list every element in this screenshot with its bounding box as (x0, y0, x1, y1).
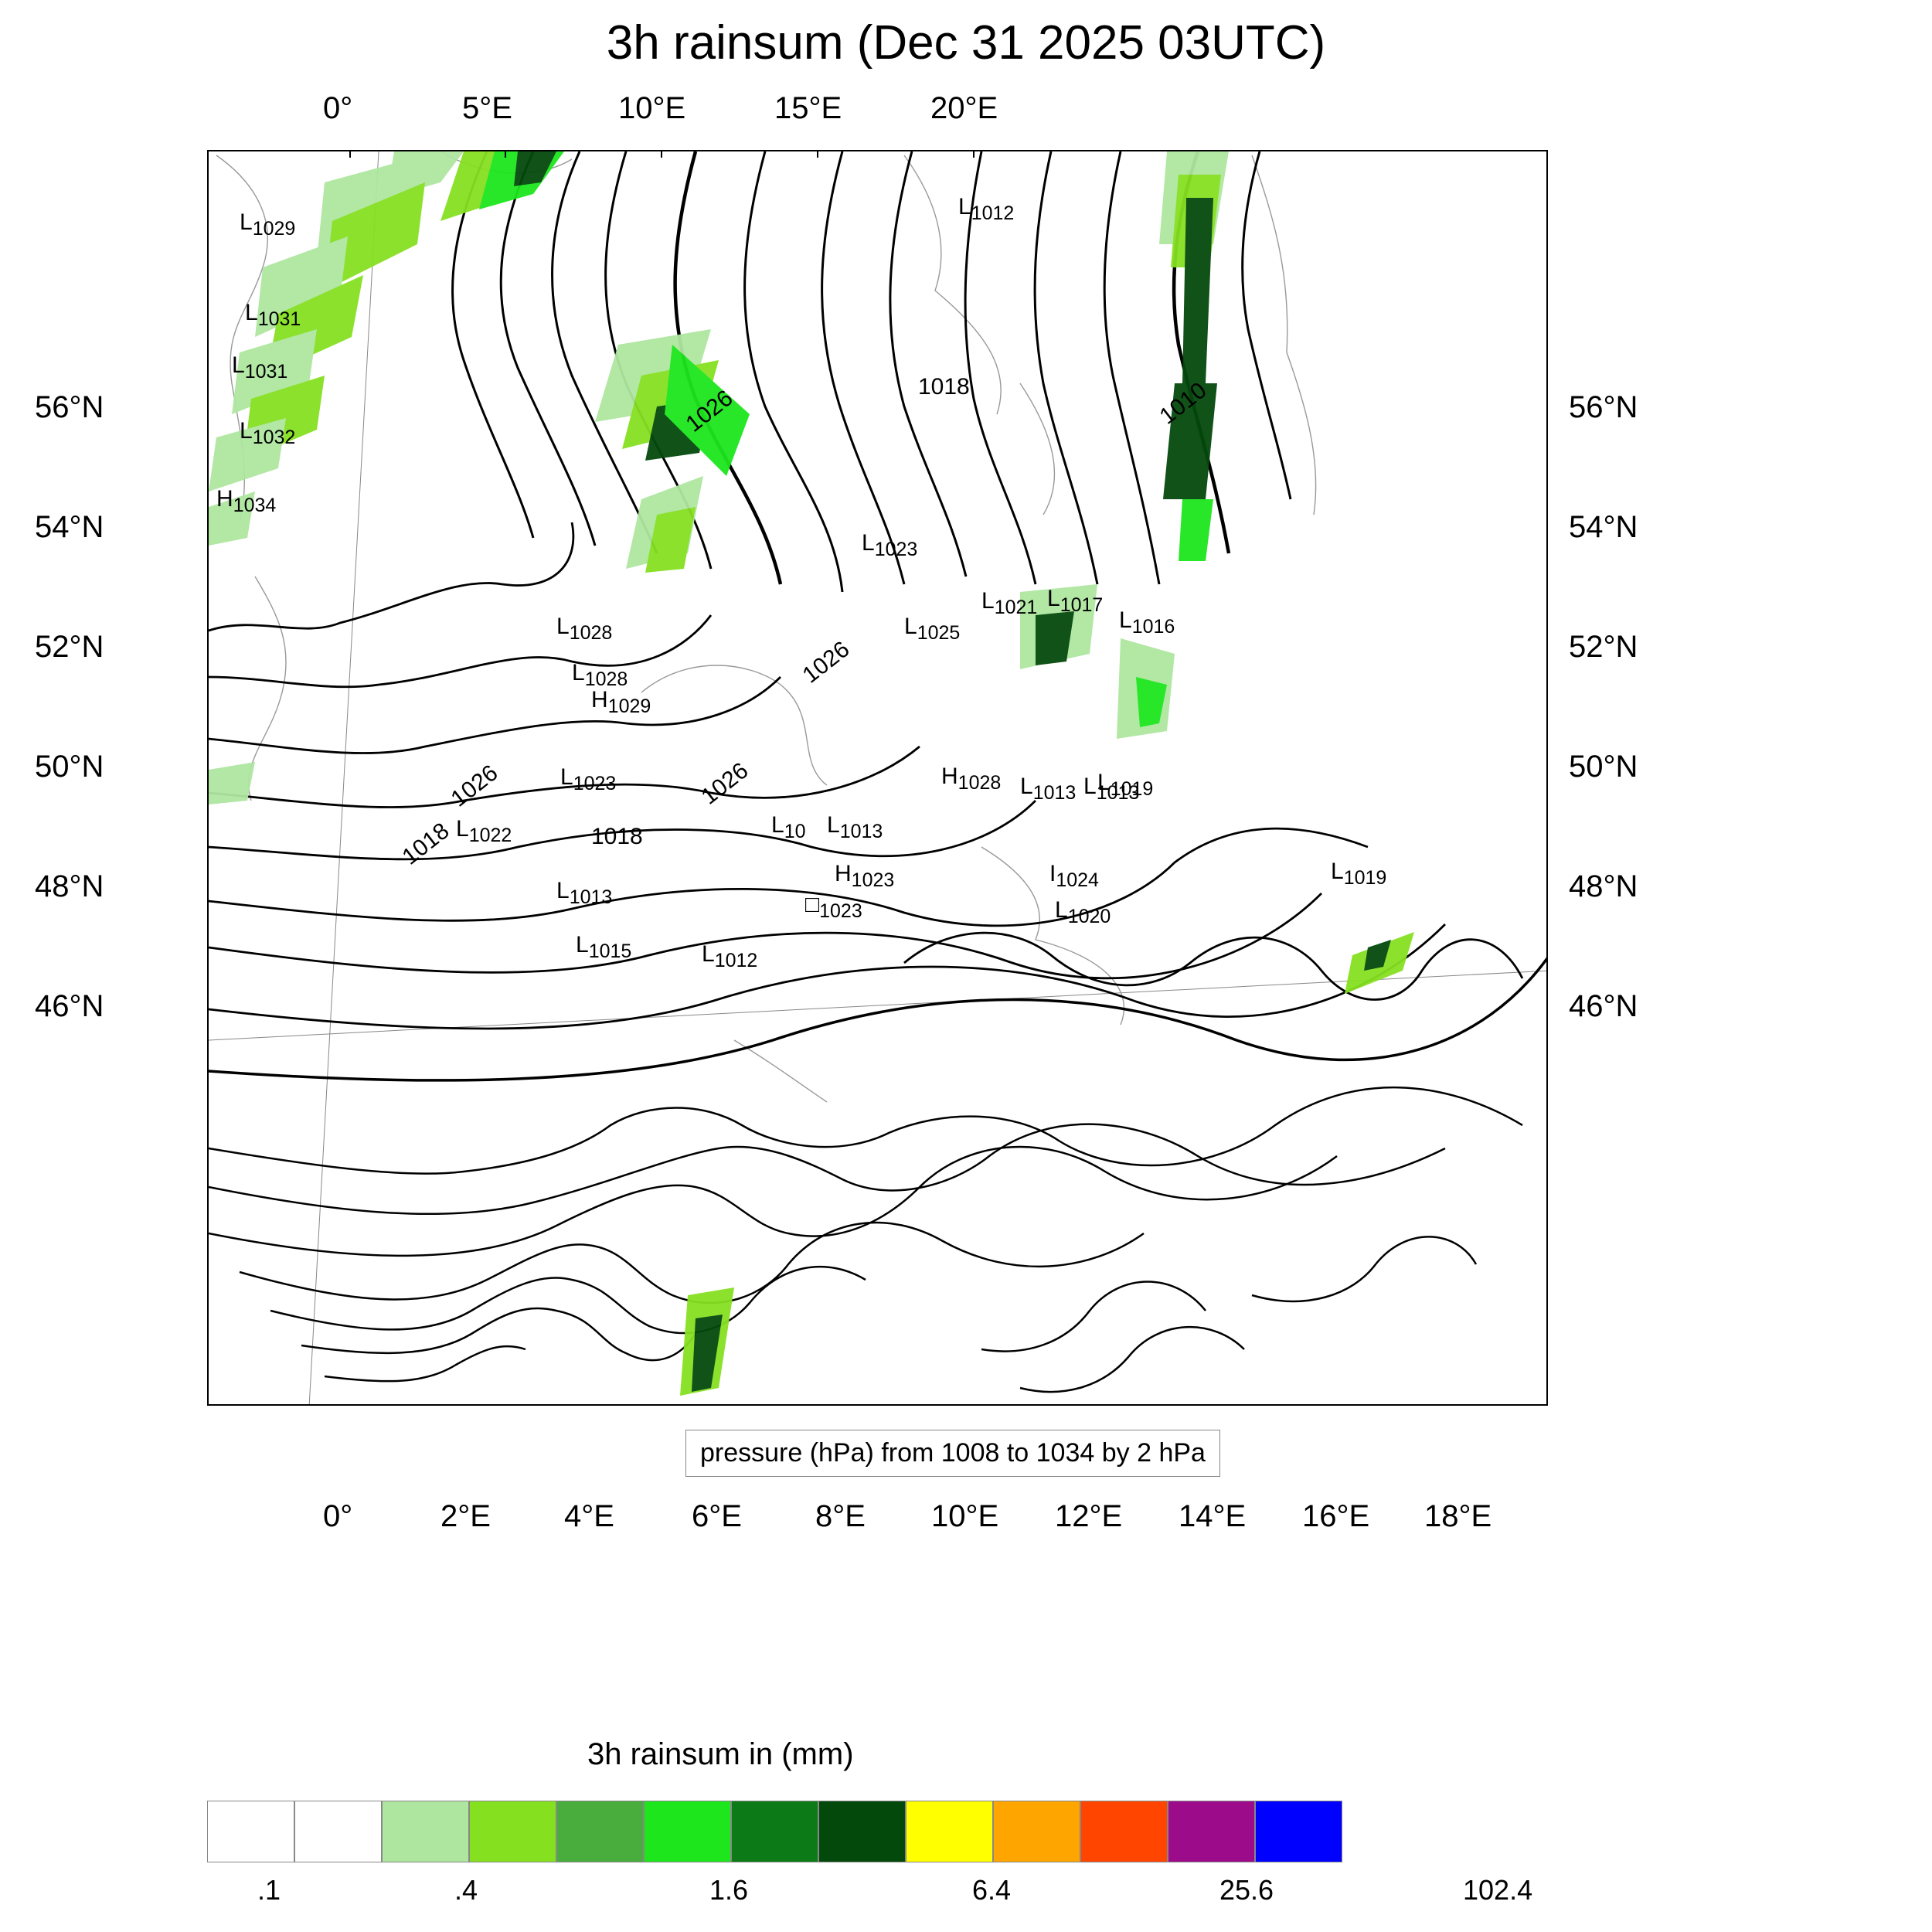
legend-title: 3h rainsum in (mm) (587, 1737, 854, 1772)
legend-cell-4 (556, 1801, 644, 1862)
isobar-contour (1104, 151, 1159, 584)
isobar-contour (890, 151, 966, 577)
graticule-line (209, 971, 1548, 1040)
isobar-contour (209, 893, 1321, 978)
page-title: 3h rainsum (Dec 31 2025 03UTC) (0, 15, 1932, 70)
coastline (1020, 383, 1054, 515)
coastline (734, 1040, 827, 1102)
isobar-contour (1243, 151, 1291, 499)
isobar-contour (209, 615, 711, 687)
legend-cell-12 (1255, 1801, 1342, 1862)
isobar-contour (1035, 151, 1097, 584)
precip-dot-adriatic (1345, 932, 1414, 994)
legend-color-scale (207, 1801, 1342, 1862)
map-svg (209, 151, 1548, 1406)
isobar-contour (822, 151, 904, 584)
legend-tick-labels: .1 .4 1.6 6.4 25.6 102.4 (207, 1874, 1413, 1905)
legend-cell-7 (818, 1801, 906, 1862)
coastline (1252, 155, 1316, 515)
isobar-contour (209, 522, 573, 631)
legend-cell-2 (382, 1801, 469, 1862)
isobar-contour (209, 1087, 1522, 1173)
isobar-contour (209, 1124, 1445, 1214)
isobar-contour (981, 1282, 1206, 1352)
isobar-contour (209, 828, 1368, 926)
legend-cell-0 (207, 1801, 294, 1862)
isobar-contour (209, 677, 781, 753)
legend-cell-6 (731, 1801, 818, 1862)
pressure-caption-box: pressure (hPa) from 1008 to 1034 by 2 hP… (685, 1430, 1220, 1477)
isobar-contour-1018 (301, 1308, 696, 1360)
isobar-contour (240, 1223, 1144, 1303)
legend-cell-11 (1168, 1801, 1255, 1862)
legend-cell-9 (993, 1801, 1080, 1862)
map-plot-area: L1029 L1031 L1031 L1032 H1034 L1012 1018… (207, 150, 1548, 1406)
isobar-contour (904, 933, 1522, 999)
coastline (249, 577, 286, 801)
isobar-contour (1252, 1236, 1476, 1301)
isobar-contour (209, 1147, 1337, 1256)
precip-band-alps (680, 1287, 734, 1396)
isobar-contour-1026b (209, 955, 1548, 1080)
isobar-contour (1020, 1327, 1244, 1392)
precip-band-central (595, 329, 750, 573)
legend-cell-1 (294, 1801, 382, 1862)
legend-cell-10 (1080, 1801, 1168, 1862)
legend-cell-5 (644, 1801, 731, 1862)
legend-cell-3 (469, 1801, 556, 1862)
precip-dot-sw (209, 762, 255, 804)
legend-cell-8 (906, 1801, 993, 1862)
